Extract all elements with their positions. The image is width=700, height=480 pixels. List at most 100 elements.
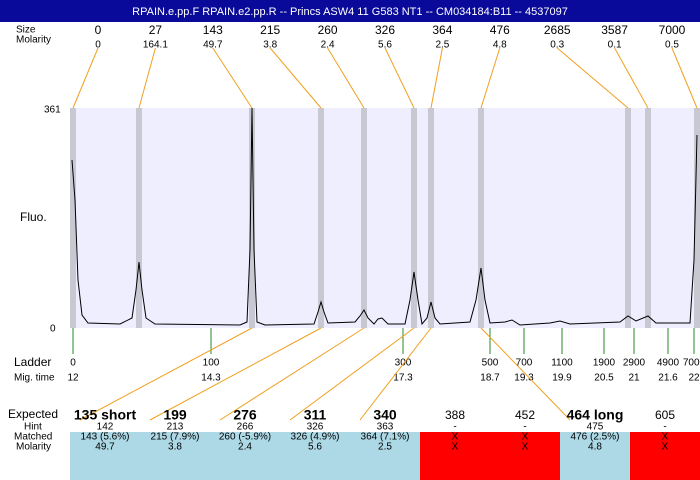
peak-molarity: 0.5 (665, 40, 679, 51)
plot-area (70, 108, 700, 328)
ladder-mig: 17.3 (393, 373, 413, 384)
expected-size: 452 (515, 408, 535, 422)
molarity2-label: Molarity (16, 442, 51, 453)
ladder-mig: 14.3 (201, 373, 221, 384)
matched-molarity: 2.5 (378, 442, 392, 453)
peak-molarity: 0.3 (550, 40, 564, 51)
hint: - (523, 422, 526, 433)
ladder-mig: 18.7 (480, 373, 500, 384)
match-cell (140, 432, 210, 480)
peak-connector (430, 47, 443, 109)
peak-molarity: 0 (95, 40, 101, 51)
y-max: 361 (44, 105, 61, 116)
peak-size: 143 (203, 23, 223, 37)
matched-molarity: 49.7 (95, 442, 115, 453)
ladder-size: 7000 (683, 358, 700, 369)
peak-connector (138, 47, 156, 109)
trace (71, 107, 698, 326)
expected-label: Expected (8, 407, 58, 421)
peak-size: 326 (375, 23, 395, 37)
peak-connector (556, 47, 629, 109)
hint: 363 (377, 422, 394, 433)
peak-band (411, 108, 417, 328)
peak-band (249, 108, 255, 328)
expected-size: 464 long (567, 407, 624, 423)
matched-molarity: 2.4 (238, 442, 252, 453)
ladder-size: 0 (70, 358, 76, 369)
peak-connector (327, 47, 365, 109)
peak-band (428, 108, 434, 328)
molarity-label: Molarity (16, 35, 51, 46)
peak-size: 3587 (601, 23, 628, 37)
ladder-size: 300 (395, 358, 412, 369)
match-connector (289, 327, 415, 421)
expected-size: 276 (233, 407, 257, 423)
expected-size: 388 (445, 408, 465, 422)
peak-band (318, 108, 324, 328)
peak-connector (614, 47, 649, 109)
peak-molarity: 4.8 (493, 40, 507, 51)
hint: - (663, 422, 666, 433)
matched: 326 (4.9%) (291, 432, 340, 443)
peak-molarity: 2.5 (435, 40, 449, 51)
title-bar (0, 0, 700, 22)
hint: 266 (237, 422, 254, 433)
ladder-mig: 22 (688, 373, 700, 384)
hint: - (453, 422, 456, 433)
hint: 213 (167, 422, 184, 433)
ladder-label: Ladder (14, 355, 51, 369)
ladder-mig: 21.6 (658, 373, 678, 384)
peak-molarity: 49.7 (203, 40, 223, 51)
peak-connector (671, 47, 698, 109)
expected-size: 311 (304, 407, 327, 423)
match-cell (210, 432, 280, 480)
peak-molarity: 5.6 (378, 40, 392, 51)
matched: 143 (5.6%) (81, 432, 130, 443)
matched-label: Matched (14, 432, 52, 443)
peak-connector (480, 47, 501, 109)
matched-molarity: X (662, 442, 669, 453)
peak-size: 215 (260, 23, 280, 37)
match-cell (280, 432, 350, 480)
ladder-size: 500 (482, 358, 499, 369)
match-cell (490, 432, 560, 480)
ladder-mig: 19.9 (552, 373, 572, 384)
ladder-size: 4900 (657, 358, 680, 369)
ladder-size: 1100 (551, 358, 573, 369)
matched: X (662, 432, 669, 443)
mig-label: Mig. time (14, 373, 55, 384)
hint: 326 (307, 422, 324, 433)
ladder-mig: 19.3 (514, 373, 534, 384)
peak-size: 364 (432, 23, 452, 37)
peak-connector (72, 47, 99, 109)
peak-molarity: 2.4 (321, 40, 335, 51)
match-cell (420, 432, 490, 480)
peak-band (625, 108, 631, 328)
match-connector (149, 327, 322, 421)
title: RPAIN.e.pp.F RPAIN.e2.pp.R -- Princs ASW… (132, 6, 568, 18)
expected-size: 199 (163, 407, 187, 423)
match-cell (560, 432, 630, 480)
peak-molarity: 3.8 (263, 40, 277, 51)
peak-molarity: 164.1 (143, 40, 168, 51)
peak-band (694, 108, 700, 328)
matched-molarity: 3.8 (168, 442, 182, 453)
match-connector (480, 327, 571, 421)
matched: 364 (7.1%) (361, 432, 410, 443)
matched-molarity: X (522, 442, 529, 453)
fluo-label: Fluo. (20, 210, 47, 224)
ladder-mig: 21 (628, 373, 640, 384)
matched: X (452, 432, 459, 443)
matched: X (522, 432, 529, 443)
peak-size: 7000 (659, 23, 686, 37)
peak-connector (212, 47, 253, 109)
match-connector (79, 327, 253, 421)
ladder-size: 700 (516, 358, 533, 369)
hint: 142 (97, 422, 114, 433)
peak-size: 0 (95, 23, 102, 37)
matched: 476 (2.5%) (571, 432, 620, 443)
matched: 260 (-5.9%) (219, 432, 271, 443)
peak-size: 27 (149, 23, 163, 37)
expected-size: 340 (373, 407, 397, 423)
